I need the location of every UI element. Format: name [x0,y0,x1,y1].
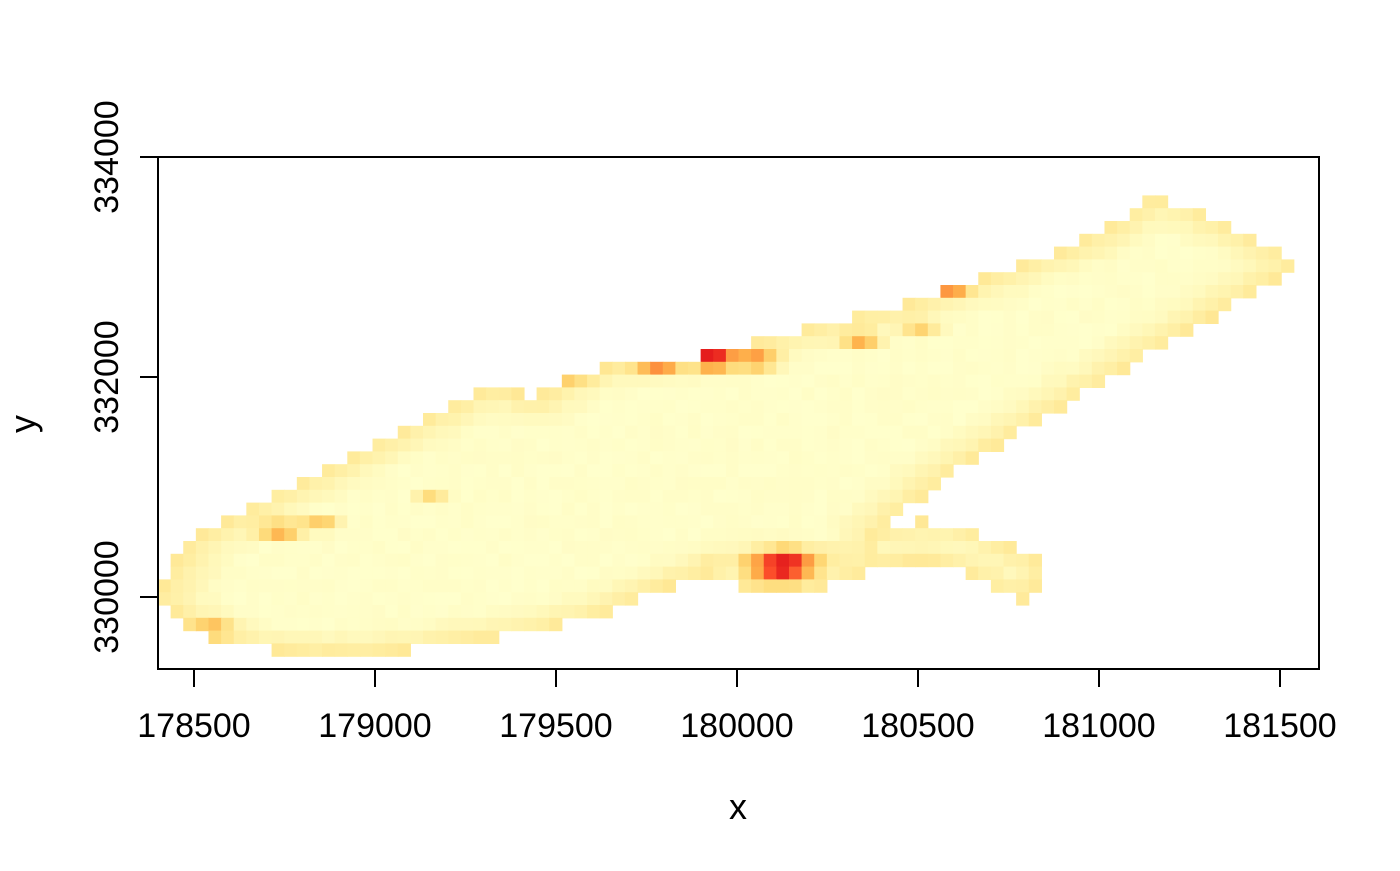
svg-text:180500: 180500 [861,707,974,745]
svg-text:x: x [729,786,747,827]
svg-text:y: y [2,415,43,433]
svg-text:330000: 330000 [88,540,126,653]
svg-text:181000: 181000 [1042,707,1155,745]
svg-text:332000: 332000 [88,320,126,433]
svg-text:178500: 178500 [137,707,250,745]
svg-text:334000: 334000 [88,100,126,213]
svg-text:180000: 180000 [680,707,793,745]
svg-text:181500: 181500 [1223,707,1336,745]
svg-text:179000: 179000 [318,707,431,745]
svg-text:179500: 179500 [499,707,612,745]
